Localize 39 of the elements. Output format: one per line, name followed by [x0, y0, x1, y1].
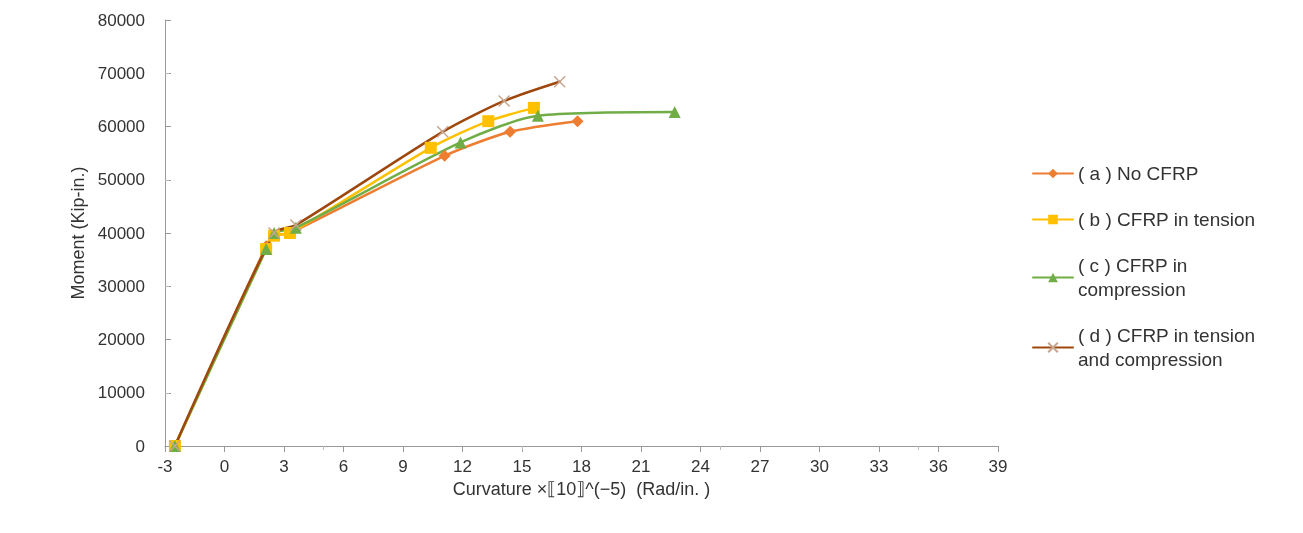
- x-axis-title: Curvature ×⟦10⟧^(−5) (Rad/in. ): [452, 478, 711, 499]
- y-tick-label: 10000: [97, 383, 145, 403]
- y-tick-label: 20000: [97, 330, 145, 349]
- x-tick-label: 39: [988, 457, 1008, 476]
- point: [504, 125, 517, 138]
- x-tick-label: 33: [869, 457, 889, 476]
- x-tick-label: 27: [750, 457, 770, 476]
- point: [454, 136, 467, 149]
- x-tick-label: 30: [810, 457, 829, 476]
- y-tick-label: 30000: [97, 276, 145, 296]
- x-tick-label: 3: [279, 457, 289, 476]
- x-tick-label: -3: [157, 457, 173, 476]
- point: [531, 109, 544, 122]
- legend-label: ( a ) No CFRP: [1078, 163, 1199, 184]
- y-tick-label: 0: [135, 436, 145, 456]
- y-tick-label: 80000: [97, 10, 145, 30]
- y-tick-label: 60000: [97, 117, 145, 136]
- point: [438, 149, 451, 162]
- x-tick-label: 36: [929, 457, 948, 476]
- x-tick-label: 24: [691, 457, 710, 476]
- point: [424, 141, 437, 154]
- x-tick-label: 6: [338, 457, 349, 476]
- legend-label: ( d ) CFRP in tension and compression: [1078, 325, 1261, 370]
- y-tick-label: 40000: [97, 223, 145, 243]
- point: [527, 101, 540, 114]
- legend-label: ( b ) CFRP in tension: [1078, 209, 1256, 230]
- point: [668, 106, 681, 119]
- y-tick-label: 50000: [97, 170, 145, 190]
- point: [571, 115, 584, 128]
- y-tick-label: 70000: [97, 63, 145, 83]
- x-tick-label: 12: [453, 457, 472, 476]
- y-axis-title: Moment (Kip-in.): [67, 166, 88, 300]
- x-tick-label: 0: [219, 457, 230, 476]
- x-tick-label: 15: [512, 457, 532, 476]
- legend-label: ( c ) CFRP in compression: [1078, 255, 1193, 300]
- x-tick-label: 9: [398, 457, 408, 476]
- x-tick-label: 18: [572, 457, 591, 476]
- point: [482, 115, 495, 128]
- x-tick-label: 21: [631, 457, 651, 476]
